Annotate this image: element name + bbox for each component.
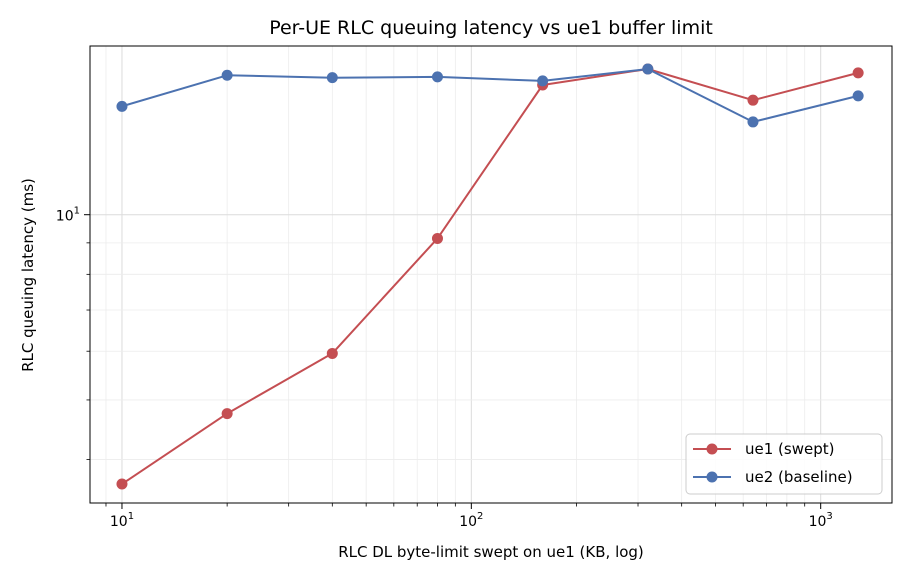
data-point-series-1 <box>221 408 233 420</box>
data-point-series-2 <box>642 63 654 75</box>
chart-title: Per-UE RLC queuing latency vs ue1 buffer… <box>269 17 713 39</box>
plot-series <box>116 63 864 490</box>
legend: ue1 (swept) ue2 (baseline) <box>685 433 883 495</box>
data-point-series-1 <box>852 67 864 79</box>
x-tick-label: 102 <box>459 511 483 530</box>
legend-box <box>685 433 883 495</box>
x-axis-label: RLC DL byte-limit swept on ue1 (KB, log) <box>338 543 644 561</box>
data-point-series-2 <box>431 71 443 83</box>
legend-label-ue2: ue2 (baseline) <box>745 468 853 486</box>
y-tick-label: 101 <box>56 206 80 225</box>
data-point-series-2 <box>326 72 338 84</box>
series-line-1 <box>121 68 859 485</box>
legend-marker-ue1 <box>706 443 718 455</box>
data-point-series-2 <box>852 90 864 102</box>
data-point-series-2 <box>537 75 549 87</box>
x-tick-label: 103 <box>809 511 833 530</box>
data-point-series-1 <box>747 94 759 106</box>
data-point-series-2 <box>747 116 759 128</box>
legend-marker-ue2 <box>706 471 718 483</box>
axis-ticks: 101 102 103 101 <box>56 206 833 530</box>
grid <box>90 46 892 503</box>
series-line-2 <box>121 68 859 123</box>
data-point-series-2 <box>116 100 128 112</box>
x-tick-label: 101 <box>110 511 134 530</box>
data-point-series-1 <box>116 478 128 490</box>
legend-label-ue1: ue1 (swept) <box>745 440 834 458</box>
data-point-series-1 <box>326 347 338 359</box>
data-point-series-2 <box>221 69 233 81</box>
y-axis-label: RLC queuing latency (ms) <box>19 178 37 372</box>
data-point-series-1 <box>431 232 443 244</box>
